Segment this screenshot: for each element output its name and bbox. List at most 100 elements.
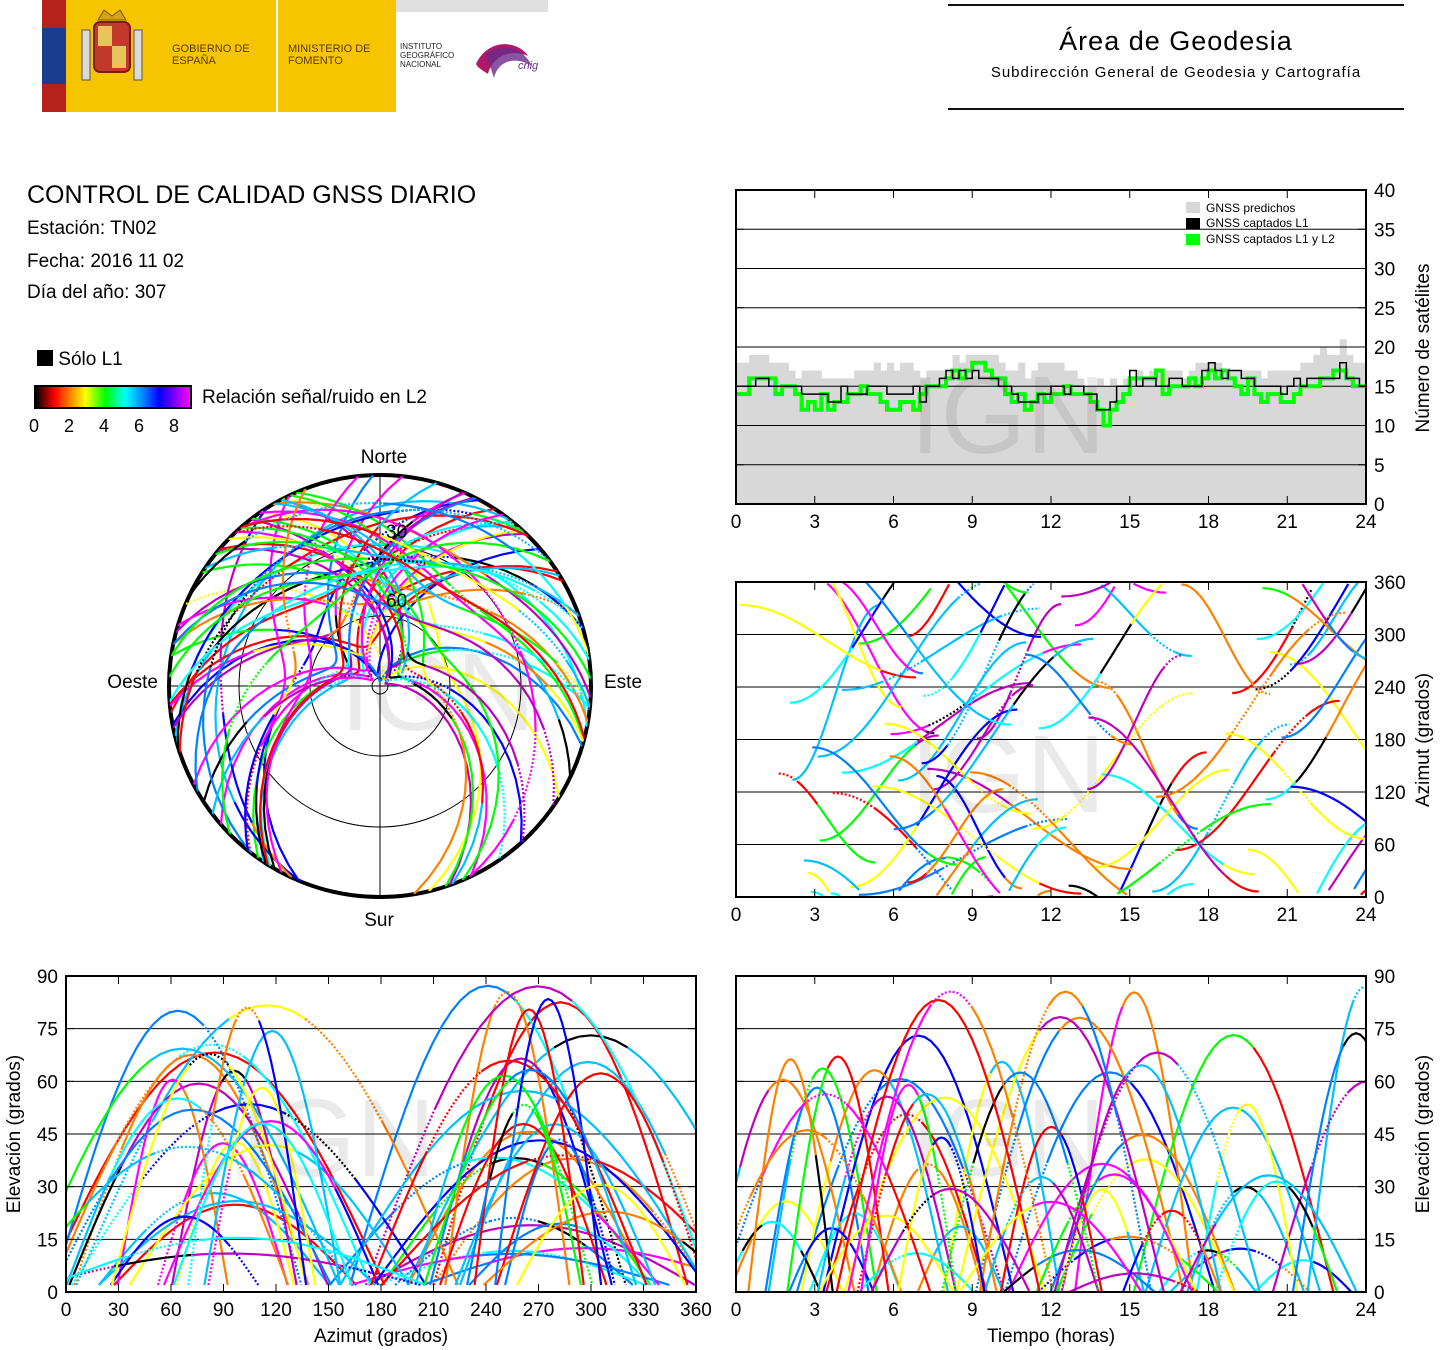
elev-time-track [796, 1089, 827, 1168]
azimuth-track [916, 671, 923, 675]
azimuth-track [913, 795, 957, 825]
skyplot-tracks [169, 475, 591, 895]
elev-time-track [996, 1230, 1031, 1292]
satellite-track [234, 525, 320, 534]
satellite-track [436, 624, 484, 635]
elev-time-track [951, 1225, 970, 1231]
elev-time-track [1003, 1177, 1047, 1292]
cnig-swirl-icon [476, 44, 532, 78]
satellite-track [425, 664, 472, 692]
satellite-track [338, 561, 397, 622]
elev-azimuth-track [354, 1178, 427, 1286]
elev-time-track [1161, 1209, 1183, 1216]
predicted-bar [762, 354, 770, 504]
legend-predicted: GNSS predichos [1206, 201, 1295, 215]
elev-azimuth-track [282, 1230, 331, 1286]
satellite-track [330, 648, 338, 668]
elev-time-xtick-label: 9 [967, 1300, 978, 1321]
elev-time-track [1180, 1213, 1202, 1245]
predicted-bar [1267, 370, 1275, 504]
elev-azimuth-track [629, 1248, 696, 1286]
satellite-track [169, 640, 223, 703]
satellite-track [303, 627, 321, 665]
elev-time-track [832, 1078, 857, 1161]
predicted-bar [1208, 362, 1216, 504]
page-title: CONTROL DE CALIDAD GNSS DIARIO [27, 181, 477, 209]
azimuth-track [1162, 654, 1183, 669]
elev-azimuth-xtick-label: 150 [313, 1300, 345, 1321]
elev-azimuth-track [244, 1122, 282, 1133]
azimuth-xtick-label: 0 [731, 905, 742, 926]
azimuth-track [1325, 680, 1358, 738]
satellite-track [520, 641, 565, 694]
elev-azimuth-xtick-label: 360 [680, 1300, 712, 1321]
predicted-bar [1306, 362, 1314, 504]
satellite-track [244, 770, 252, 851]
elev-time-track [931, 1136, 951, 1146]
predicted-bar [939, 370, 947, 504]
snr-tick: 8 [169, 416, 180, 436]
elev-azimuth-track [87, 1059, 152, 1147]
azimuth-track [1372, 664, 1399, 672]
elev-azimuth-track [506, 1122, 541, 1133]
satellite-track [296, 573, 351, 585]
elev-time-track [805, 1086, 829, 1099]
satellite-track [461, 806, 497, 881]
satellite-track [485, 713, 500, 807]
elev-azimuth-track [257, 1020, 284, 1122]
elev-time-track [1209, 1191, 1235, 1231]
satellite-track [400, 671, 414, 685]
elev-time-track [862, 1196, 903, 1292]
elev-azimuth-track [66, 1265, 115, 1279]
elev-azimuth-xtick-label: 240 [470, 1300, 502, 1321]
azimuth-track [963, 797, 985, 823]
azimuth-ytick-label: 0 [1374, 888, 1385, 909]
elev-azimuth-track [109, 1106, 156, 1176]
predicted-bar [788, 370, 796, 504]
elev-time-track [965, 1193, 999, 1232]
elev-azimuth-track [364, 1108, 436, 1286]
elev-time-track [934, 1187, 967, 1195]
elev-time-track [824, 1167, 856, 1292]
azimuth-track [1121, 733, 1158, 779]
azimuth-track [1008, 784, 1050, 820]
satellite-track [565, 659, 591, 708]
elev-azimuth-track [161, 1207, 212, 1239]
elev-azimuth-track [66, 1123, 105, 1249]
satellite-track [540, 601, 591, 661]
elev-time-track [1172, 1046, 1215, 1142]
azimuth-track [1099, 623, 1133, 674]
elev-time-track [761, 1103, 806, 1177]
elev-azimuth-track [534, 1001, 587, 1017]
elev-azimuth-track [504, 1199, 529, 1286]
satellite-track [393, 508, 490, 525]
azimuth-track [1309, 801, 1340, 830]
elev-time-track [1195, 1181, 1219, 1292]
elev-time-track [1038, 1015, 1082, 1032]
elev-time-track [767, 1078, 799, 1091]
satellite-track [392, 665, 446, 675]
elev-time-track [1144, 1006, 1171, 1116]
satellite-track [266, 716, 289, 782]
elev-azimuth-track [466, 1178, 491, 1286]
satellite-track [361, 537, 403, 620]
azimuth-track [983, 788, 1004, 799]
azimuth-track [1095, 856, 1123, 868]
azimuth-track [1356, 636, 1366, 653]
elev-time-track [970, 1005, 1014, 1116]
elev-azimuth-track [539, 1022, 563, 1124]
elev-azimuth-ylabel: Elevación (grados) [4, 1055, 25, 1213]
azimuth-track [852, 695, 889, 741]
azimuth-track [1000, 804, 1031, 815]
azimuth-track [914, 734, 939, 747]
elev-time-track [1317, 1045, 1345, 1141]
azimuth-track [927, 852, 957, 866]
predicted-bar [1175, 370, 1183, 504]
elev-time-track [1002, 1266, 1035, 1292]
azimuth-track [1223, 874, 1259, 893]
predicted-bar [1247, 370, 1255, 504]
satellite-track [456, 735, 468, 827]
azimuth-track [878, 630, 900, 659]
azimuth-track [971, 854, 1001, 894]
satellite-track [360, 619, 370, 671]
